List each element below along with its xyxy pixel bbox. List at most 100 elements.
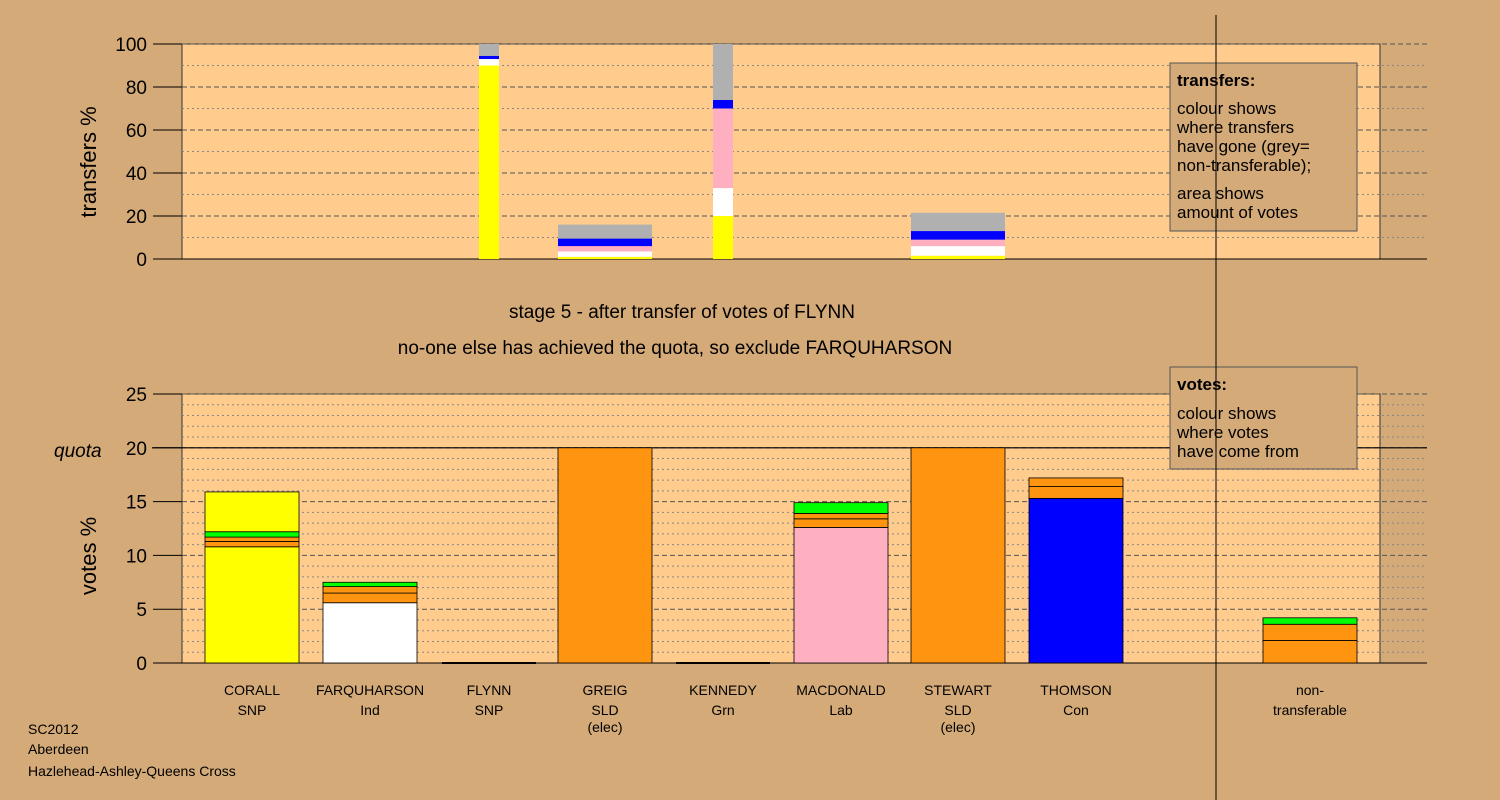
transfer-segment-kennedy [713,44,733,100]
transfer-segment-greig [558,246,652,252]
stage-outcome: no-one else has achieved the quota, so e… [398,338,952,359]
transfers-bars [479,44,1005,259]
stage-description: stage 5 - after transfer of votes of FLY… [509,302,855,323]
footer-council: Aberdeen [28,741,89,757]
footer-ward: Hazlehead-Ashley-Queens Cross [28,763,236,779]
transfers-legend: transfers: colour shows where transfers … [1169,62,1358,232]
transfer-segment-flynn [479,55,499,60]
votes-legend-line: where votes [1176,423,1269,442]
y-tick-label: 25 [126,385,147,406]
transfers-legend-line: where transfers [1176,118,1294,137]
candidate-party: SLD [591,702,618,718]
vote-segment-farquharson [322,602,418,664]
candidate-party: SNP [475,702,504,718]
transfer-segment-flynn [479,65,499,259]
transfers-legend-box [1169,62,1358,232]
transfer-segment-flynn [479,59,499,66]
vote-segment-thomson [1028,477,1124,487]
vote-segment-farquharson [322,581,418,588]
transfers-gridlines [182,43,1427,260]
candidate-party: Lab [829,702,853,718]
y-tick-label: 5 [136,600,147,621]
y-tick-label: 40 [126,164,147,185]
candidate-labels: CORALLSNPFARQUHARSONIndFLYNNSNPGREIGSLD(… [224,682,1347,735]
candidate-party: transferable [1273,702,1347,718]
transfer-segment-greig [558,251,652,257]
vote-segment-greig [557,447,653,664]
vote-segment-macdonald [793,518,889,528]
vote-segment-macdonald [793,527,889,664]
candidate-name: FARQUHARSON [316,682,424,698]
y-tick-label: 80 [126,78,147,99]
transfer-segment-kennedy [713,216,733,259]
votes-legend-box [1169,366,1358,470]
vote-segment-corall [204,531,300,538]
votes-bars [204,447,1358,664]
transfer-segment-stewart [911,212,1005,232]
candidate-name: THOMSON [1040,682,1112,698]
vote-segment-farquharson [322,592,418,604]
votes-y-axis-label: votes % [76,517,101,595]
transfers-legend-line: amount of votes [1177,203,1298,222]
vote-segment-non [1262,640,1358,664]
transfer-segment-flynn [479,44,499,56]
candidate-name: KENNEDY [689,682,757,698]
transfer-segment-stewart [911,231,1005,240]
candidate-party: SNP [238,702,267,718]
votes-y-axis: 0 5 10 15 20 25 [126,385,182,675]
votes-legend-line: have come from [1177,442,1299,461]
transfer-segment-stewart [911,239,1005,247]
votes-legend: votes: colour shows where votes have com… [1169,366,1358,470]
candidate-name: non- [1296,682,1324,698]
transfers-y-axis: 0 20 40 60 80 100 [115,35,182,271]
vote-segment-farquharson [322,586,418,594]
transfer-segment-stewart [911,246,1005,256]
y-tick-label: 20 [126,439,147,460]
candidate-party: Con [1063,702,1089,718]
candidate-party: SLD [944,702,971,718]
votes-legend-title: votes: [1177,375,1227,394]
footer-election: SC2012 [28,721,79,737]
y-tick-label: 100 [115,35,147,56]
transfer-segment-kennedy [713,188,733,216]
candidate-name: CORALL [224,682,280,698]
transfer-segment-greig [558,224,652,239]
vote-segment-non [1262,617,1358,625]
candidate-name: FLYNN [467,682,512,698]
vote-segment-stewart [910,447,1006,664]
candidate-name: GREIG [582,682,627,698]
transfer-segment-stewart [911,255,1005,259]
vote-segment-thomson [1028,486,1124,499]
vote-segment-thomson [1028,497,1124,664]
candidate-party: Grn [711,702,734,718]
y-tick-label: 10 [126,546,147,567]
candidate-name: MACDONALD [796,682,885,698]
transfer-segment-kennedy [713,108,733,189]
vote-segment-macdonald [793,513,889,520]
vote-segment-non [1262,623,1358,641]
transfer-segment-kennedy [713,99,733,109]
vote-segment-corall [204,541,300,548]
transfers-y-axis-label: transfers % [76,106,101,217]
vote-segment-corall [204,546,300,664]
transfers-legend-line: have gone (grey= [1177,137,1310,156]
candidate-status: (elec) [940,719,975,735]
quota-label: quota [54,441,102,462]
vote-segment-corall [204,536,300,542]
y-tick-label: 0 [136,250,147,271]
votes-legend-line: colour shows [1177,404,1276,423]
transfers-legend-line: non-transferable); [1177,156,1311,175]
candidate-name: STEWART [924,682,992,698]
y-tick-label: 60 [126,121,147,142]
candidate-status: (elec) [587,719,622,735]
candidate-party: Ind [360,702,379,718]
transfer-segment-greig [558,256,652,259]
y-tick-label: 20 [126,207,147,228]
y-tick-label: 15 [126,493,147,514]
transfers-legend-line: colour shows [1177,99,1276,118]
vote-segment-macdonald [793,502,889,514]
transfer-segment-greig [558,238,652,247]
vote-segment-corall [204,491,300,533]
transfers-legend-line: area shows [1177,184,1264,203]
